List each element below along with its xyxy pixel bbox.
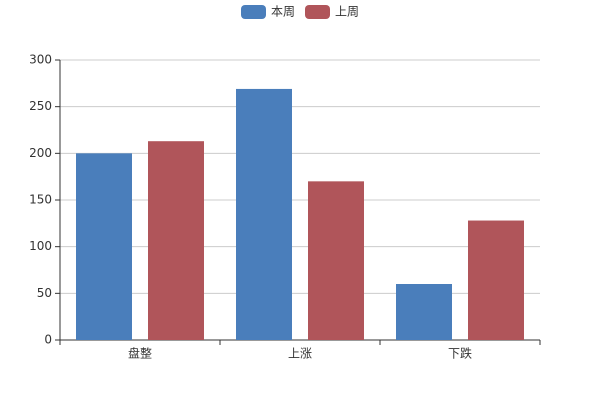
y-tick-label: 100 [29,239,52,253]
x-tick-label: 上涨 [288,346,312,361]
legend-label[interactable]: 上周 [335,5,359,19]
bar[interactable] [308,181,364,340]
legend-label[interactable]: 本周 [271,5,295,19]
y-tick-label: 150 [29,193,52,207]
bar[interactable] [148,141,204,340]
bar[interactable] [76,153,132,340]
bar[interactable] [236,88,292,340]
y-tick-label: 200 [29,146,52,160]
legend-icon[interactable] [241,5,266,19]
bar[interactable] [468,220,524,340]
y-tick-label: 250 [29,99,52,113]
bar[interactable] [396,284,452,340]
y-tick-label: 0 [44,333,52,347]
x-tick-label: 下跌 [448,346,472,361]
legend-icon[interactable] [305,5,330,19]
y-tick-label: 50 [37,286,52,300]
y-tick-label: 300 [29,53,52,67]
x-tick-label: 盘整 [128,346,152,361]
